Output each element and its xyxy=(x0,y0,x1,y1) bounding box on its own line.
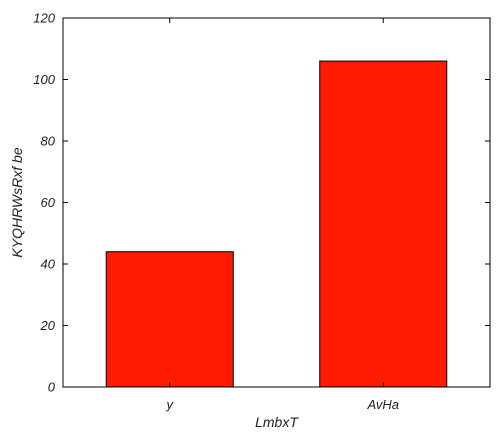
bars-layer xyxy=(105,60,448,388)
y-tick-label: 20 xyxy=(40,318,56,333)
x-tick-label: y xyxy=(166,397,175,412)
y-tick-label: 0 xyxy=(48,380,56,395)
x-axis: y AvHa xyxy=(166,18,399,412)
y-axis-label: KYQHRWsRxf be xyxy=(9,147,25,257)
bar-AvHa xyxy=(319,60,448,388)
bar-y xyxy=(105,251,234,388)
y-tick-label: 120 xyxy=(33,11,55,26)
x-tick-label: AvHa xyxy=(366,397,399,412)
y-tick-label: 60 xyxy=(41,195,56,210)
y-tick-label: 80 xyxy=(41,134,56,149)
y-tick-label: 100 xyxy=(33,72,55,87)
y-axis: 0 20 40 60 80 100 120 xyxy=(33,11,490,395)
y-tick-label: 40 xyxy=(41,257,56,272)
x-axis-label: LmbxT xyxy=(255,414,299,430)
